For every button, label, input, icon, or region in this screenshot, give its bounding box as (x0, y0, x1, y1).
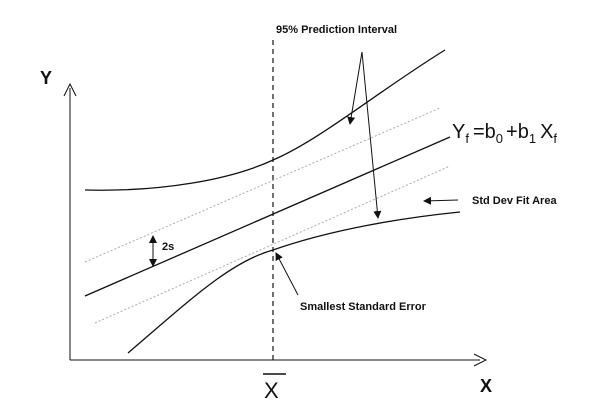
prediction-arrow-upper (347, 51, 363, 125)
equation-b0: b (485, 121, 496, 143)
y-axis-label: Y (40, 68, 52, 88)
equation-equals: = (473, 121, 485, 143)
equation-plus: + (506, 121, 518, 143)
regression-equation: Yf =b0 +b1 Xf (452, 121, 557, 146)
equation-b1-subscript: 1 (529, 131, 536, 146)
equation-x-subscript: f (553, 131, 557, 146)
smallest-standard-error-label: Smallest Standard Error (300, 301, 427, 313)
equation-y: Y (452, 121, 465, 143)
prediction-interval-label: 95% Prediction Interval (276, 24, 397, 36)
lower-prediction-curve (127, 211, 461, 354)
equation-b0-subscript: 0 (496, 131, 503, 146)
equation-y-subscript: f (465, 131, 469, 146)
std-dev-upper-line (84, 107, 441, 263)
std-dev-fit-area-label: Std Dev Fit Area (472, 195, 557, 207)
std-dev-lower-line (94, 165, 451, 324)
std-dev-fit-area-arrow (423, 196, 459, 205)
regression-line (84, 136, 451, 297)
equation-b1: b (518, 121, 529, 143)
equation-x: X (540, 121, 553, 143)
xbar-label: X (264, 378, 279, 403)
smallest-standard-error-arrow (275, 252, 299, 296)
x-axis-label: X (480, 376, 492, 396)
x-axis-arrowhead (473, 353, 488, 367)
y-axis-arrowhead (63, 82, 77, 97)
upper-prediction-curve (84, 49, 446, 191)
prediction-arrow-lower (361, 51, 382, 219)
two-s-label: 2s (162, 241, 174, 253)
